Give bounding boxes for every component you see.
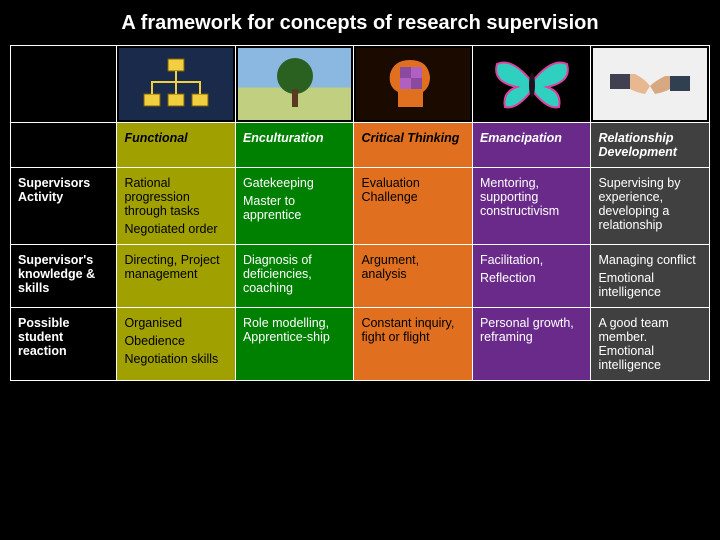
- framework-table: Functional Enculturation Critical Thinki…: [10, 45, 710, 381]
- col-header-emancipation: Emancipation: [472, 123, 591, 168]
- page-title: A framework for concepts of research sup…: [0, 0, 720, 45]
- cell-reaction-functional: OrganisedObedienceNegotiation skills: [117, 308, 236, 381]
- empty-header-label: [11, 123, 117, 168]
- cell-knowledge-enculturation: Diagnosis of deficiencies, coaching: [235, 245, 354, 308]
- head-puzzle-icon: [378, 52, 448, 117]
- cell-reaction-emancipation: Personal growth, reframing: [472, 308, 591, 381]
- icon-cell-tree: [235, 46, 354, 123]
- row-label-student-reaction: Possible student reaction: [11, 308, 117, 381]
- col-header-critical-thinking: Critical Thinking: [354, 123, 473, 168]
- butterfly-icon: [487, 52, 577, 117]
- image-row: [11, 46, 710, 123]
- handshake-icon: [605, 54, 695, 114]
- row-supervisors-activity: Supervisors Activity Rational progressio…: [11, 168, 710, 245]
- cell-activity-enculturation: GatekeepingMaster to apprentice: [235, 168, 354, 245]
- cell-reaction-critical: Constant inquiry, fight or flight: [354, 308, 473, 381]
- icon-cell-head-puzzle: [354, 46, 473, 123]
- icon-cell-butterfly: [472, 46, 591, 123]
- row-supervisor-knowledge: Supervisor's knowledge & skills Directin…: [11, 245, 710, 308]
- cell-activity-relationship: Supervising by experience, developing a …: [591, 168, 710, 245]
- icon-cell-handshake: [591, 46, 710, 123]
- tree-icon: [270, 54, 320, 114]
- cell-knowledge-relationship: Managing conflictEmotional intelligence: [591, 245, 710, 308]
- row-label-supervisor-knowledge: Supervisor's knowledge & skills: [11, 245, 117, 308]
- empty-corner: [11, 46, 117, 123]
- cell-knowledge-functional: Directing, Project management: [117, 245, 236, 308]
- org-chart-icon: [136, 54, 216, 114]
- col-header-functional: Functional: [117, 123, 236, 168]
- cell-activity-emancipation: Mentoring, supporting constructivism: [472, 168, 591, 245]
- cell-activity-functional: Rational progression through tasksNegoti…: [117, 168, 236, 245]
- icon-cell-org-chart: [117, 46, 236, 123]
- cell-knowledge-critical: Argument, analysis: [354, 245, 473, 308]
- col-header-relationship: Relationship Development: [591, 123, 710, 168]
- col-header-enculturation: Enculturation: [235, 123, 354, 168]
- cell-knowledge-emancipation: Facilitation,Reflection: [472, 245, 591, 308]
- row-student-reaction: Possible student reaction OrganisedObedi…: [11, 308, 710, 381]
- cell-reaction-relationship: A good team member. Emotional intelligen…: [591, 308, 710, 381]
- header-row: Functional Enculturation Critical Thinki…: [11, 123, 710, 168]
- cell-activity-critical: Evaluation Challenge: [354, 168, 473, 245]
- row-label-supervisors-activity: Supervisors Activity: [11, 168, 117, 245]
- cell-reaction-enculturation: Role modelling, Apprentice-ship: [235, 308, 354, 381]
